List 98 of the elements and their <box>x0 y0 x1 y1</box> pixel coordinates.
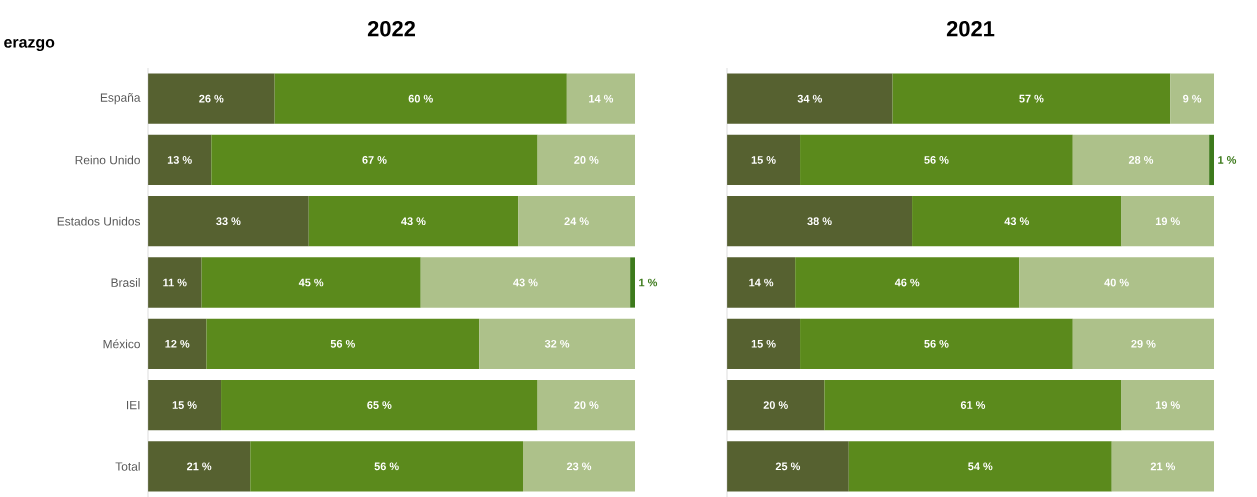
bar <box>420 257 631 308</box>
data-label: 19 % <box>1155 401 1180 409</box>
bar <box>1121 379 1215 431</box>
bar <box>1072 134 1210 186</box>
bar <box>800 318 1073 369</box>
data-label: 56 % <box>924 339 949 348</box>
bar <box>523 441 636 492</box>
bar <box>1121 196 1215 247</box>
bar <box>727 379 825 431</box>
data-label: 60 % <box>408 94 433 103</box>
bar <box>892 73 1171 124</box>
data-label: 40 % <box>1104 278 1129 287</box>
data-label: 26 % <box>199 94 224 103</box>
bar <box>1209 134 1215 186</box>
data-label: 46 % <box>894 278 920 287</box>
data-label: 15 % <box>751 339 776 348</box>
data-label: 23 % <box>566 462 592 471</box>
data-label: 28 % <box>1128 156 1154 164</box>
bar <box>308 196 519 247</box>
data-label: 65 % <box>367 401 392 409</box>
bar <box>727 318 801 369</box>
data-label: 20 % <box>763 401 788 409</box>
data-label: 14 % <box>749 278 774 287</box>
bar <box>537 379 636 431</box>
y-tick-label: Estados Unidos <box>57 216 141 226</box>
bar <box>1019 257 1215 308</box>
bar <box>566 73 636 124</box>
data-label: 20 % <box>574 156 599 164</box>
y-tick-label: Total <box>115 461 140 471</box>
y-tick-label: España <box>100 93 141 105</box>
data-label: 43 % <box>513 278 538 287</box>
bar <box>250 441 523 492</box>
bar <box>848 441 1112 492</box>
bar <box>148 196 309 247</box>
bar <box>912 196 1122 247</box>
bar <box>1072 318 1215 369</box>
bar <box>537 134 636 186</box>
data-label: 24 % <box>564 217 589 226</box>
text: erazgo <box>4 39 55 51</box>
data-label: 61 % <box>960 401 986 409</box>
data-label: 13 % <box>167 156 192 164</box>
data-label: 1 % <box>1218 156 1237 164</box>
bar <box>148 318 207 369</box>
data-label: 56 % <box>924 156 949 164</box>
bar <box>479 318 636 369</box>
bar <box>148 379 222 431</box>
data-label: 45 % <box>298 278 324 287</box>
y-tick-label: Reino Unido <box>75 155 140 165</box>
bar <box>206 318 480 369</box>
bar <box>201 257 421 308</box>
chart-title: 2021 <box>946 20 995 37</box>
data-label: 67 % <box>362 156 387 164</box>
y-tick-label: Brasil <box>111 278 140 287</box>
bar <box>630 257 636 308</box>
data-label: 21 % <box>187 462 212 471</box>
data-label: 19 % <box>1155 217 1180 226</box>
bar <box>148 257 202 308</box>
data-label: 11 % <box>163 278 187 287</box>
data-label: 34 % <box>797 94 822 103</box>
data-label: 43 % <box>1004 217 1029 226</box>
data-label: 54 % <box>968 462 993 471</box>
bar <box>274 73 567 124</box>
data-label: 20 % <box>574 401 599 409</box>
data-label: 29 % <box>1131 339 1156 348</box>
bar <box>727 257 796 308</box>
data-label: 25 % <box>775 462 801 471</box>
bar <box>148 73 275 124</box>
data-label: 32 % <box>544 339 570 348</box>
data-label: 56 % <box>374 462 399 471</box>
data-label: 38 % <box>807 217 832 226</box>
bar <box>727 134 801 186</box>
data-label: 57 % <box>1019 94 1044 103</box>
data-label: 56 % <box>330 339 355 348</box>
bar <box>221 379 538 431</box>
bar <box>518 196 636 247</box>
data-label: 14 % <box>589 94 614 103</box>
data-label: 1 % <box>639 278 658 287</box>
bar <box>727 73 893 124</box>
y-tick-label: México <box>103 339 140 349</box>
bar <box>727 196 913 247</box>
chart-title: 2022 <box>367 20 415 37</box>
data-label: 21 % <box>1150 462 1176 471</box>
bar <box>211 134 538 186</box>
bar <box>800 134 1073 186</box>
bar <box>148 441 251 492</box>
data-label: 33 % <box>216 217 241 226</box>
data-label: 15 % <box>751 156 776 164</box>
bar <box>1170 73 1215 124</box>
data-label: 12 % <box>165 339 190 348</box>
bar <box>795 257 1020 308</box>
data-label: 43 % <box>401 217 426 226</box>
bar <box>727 441 849 492</box>
bar <box>824 379 1122 431</box>
data-label: 9 % <box>1183 94 1202 103</box>
data-label: 15 % <box>172 401 197 409</box>
bar <box>1111 441 1215 492</box>
y-tick-label: IEI <box>126 400 140 410</box>
bar <box>148 134 212 186</box>
